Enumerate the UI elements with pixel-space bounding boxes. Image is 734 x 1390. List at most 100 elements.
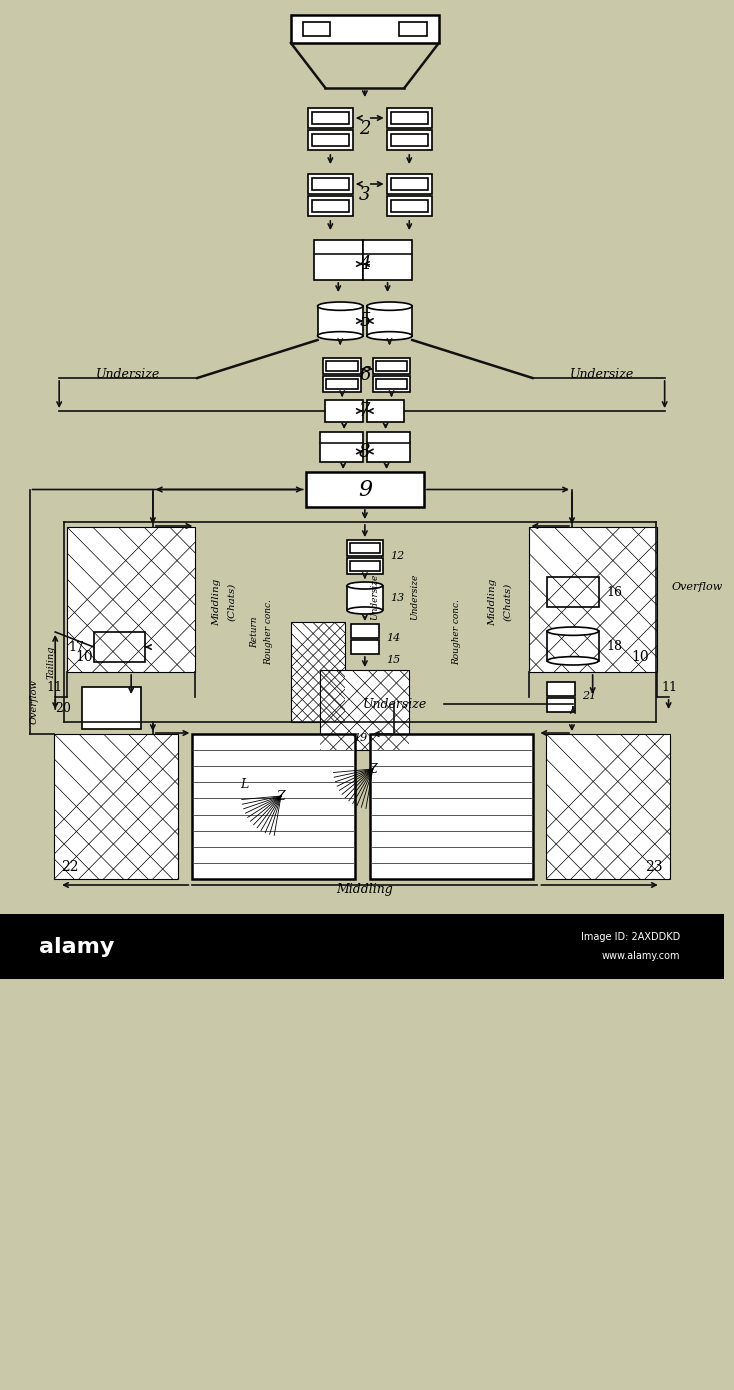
Text: 21: 21: [582, 691, 596, 701]
Text: Middling: Middling: [212, 578, 222, 626]
Bar: [350, 543, 379, 553]
Bar: [312, 113, 349, 124]
Text: Undersize: Undersize: [96, 367, 160, 381]
Bar: [325, 400, 363, 423]
Text: 11: 11: [46, 681, 62, 694]
Bar: [94, 632, 145, 662]
Text: Z: Z: [277, 790, 286, 802]
Text: (Chats): (Chats): [504, 582, 512, 621]
Bar: [351, 624, 379, 638]
Bar: [351, 639, 379, 655]
Text: 19: 19: [353, 733, 367, 744]
Bar: [347, 557, 382, 574]
Text: 11: 11: [661, 681, 677, 694]
Text: 6: 6: [359, 366, 371, 384]
Ellipse shape: [367, 302, 413, 310]
Bar: [67, 527, 195, 671]
Text: 4: 4: [359, 254, 371, 272]
Text: 5: 5: [359, 311, 371, 329]
Bar: [313, 240, 363, 279]
Bar: [387, 174, 432, 195]
Bar: [390, 200, 428, 213]
Text: Overflow: Overflow: [30, 680, 39, 724]
Bar: [387, 196, 432, 215]
Text: (Chats): (Chats): [228, 582, 236, 621]
Text: 15: 15: [387, 655, 401, 664]
Bar: [387, 131, 432, 150]
Text: 18: 18: [606, 639, 622, 652]
Bar: [291, 15, 439, 43]
Bar: [548, 682, 575, 696]
Text: Image ID: 2AXDDKD: Image ID: 2AXDDKD: [581, 931, 680, 942]
Bar: [548, 577, 599, 607]
Text: Middling: Middling: [489, 578, 498, 626]
Bar: [0, 915, 724, 979]
Text: 7: 7: [359, 402, 371, 420]
Bar: [308, 196, 353, 215]
Bar: [367, 400, 404, 423]
Bar: [376, 379, 407, 389]
Bar: [390, 178, 428, 190]
Bar: [350, 562, 379, 571]
Bar: [373, 377, 410, 392]
Bar: [308, 131, 353, 150]
Bar: [548, 631, 599, 660]
Text: 10: 10: [631, 651, 649, 664]
Bar: [324, 359, 361, 374]
Bar: [546, 734, 669, 878]
Bar: [327, 379, 358, 389]
Text: 20: 20: [55, 702, 71, 714]
Text: 8: 8: [359, 442, 371, 460]
Bar: [373, 359, 410, 374]
Text: Return: Return: [250, 616, 259, 648]
Ellipse shape: [318, 302, 363, 310]
Text: www.alamy.com: www.alamy.com: [602, 951, 680, 962]
Bar: [528, 527, 657, 671]
Text: Undersize: Undersize: [410, 574, 418, 620]
Text: Undersize: Undersize: [370, 574, 379, 620]
Bar: [305, 473, 424, 507]
Text: 17: 17: [68, 641, 84, 653]
Ellipse shape: [347, 607, 382, 614]
Bar: [308, 174, 353, 195]
Ellipse shape: [318, 332, 363, 341]
Bar: [302, 22, 330, 36]
Text: 3: 3: [359, 186, 371, 204]
Ellipse shape: [548, 656, 599, 664]
Bar: [308, 108, 353, 128]
Bar: [399, 22, 427, 36]
Text: Rougher conc.: Rougher conc.: [452, 599, 461, 664]
Text: Tailing: Tailing: [47, 645, 56, 678]
Text: Undersize: Undersize: [570, 367, 633, 381]
Bar: [548, 698, 575, 712]
Bar: [390, 133, 428, 146]
Bar: [370, 734, 532, 878]
Bar: [312, 178, 349, 190]
Bar: [291, 621, 345, 721]
Ellipse shape: [367, 332, 413, 341]
Text: Middling: Middling: [336, 883, 393, 895]
Text: 23: 23: [645, 860, 663, 874]
Bar: [347, 539, 382, 556]
Bar: [319, 432, 363, 461]
Text: Z: Z: [368, 763, 377, 776]
Text: 9: 9: [357, 478, 372, 500]
Text: alamy: alamy: [40, 937, 115, 956]
Bar: [82, 687, 141, 728]
Text: Rougher conc.: Rougher conc.: [264, 599, 273, 664]
Bar: [363, 240, 413, 279]
Text: 10: 10: [75, 651, 92, 664]
Bar: [387, 108, 432, 128]
Ellipse shape: [548, 627, 599, 635]
Bar: [318, 306, 363, 336]
Bar: [192, 734, 355, 878]
Ellipse shape: [347, 582, 382, 589]
Bar: [327, 361, 358, 371]
Text: L: L: [241, 777, 249, 791]
Text: 13: 13: [390, 594, 404, 603]
Text: 16: 16: [606, 585, 622, 599]
Text: 2: 2: [359, 120, 371, 138]
Bar: [367, 306, 413, 336]
Text: 12: 12: [390, 550, 404, 562]
Text: 22: 22: [61, 860, 79, 874]
